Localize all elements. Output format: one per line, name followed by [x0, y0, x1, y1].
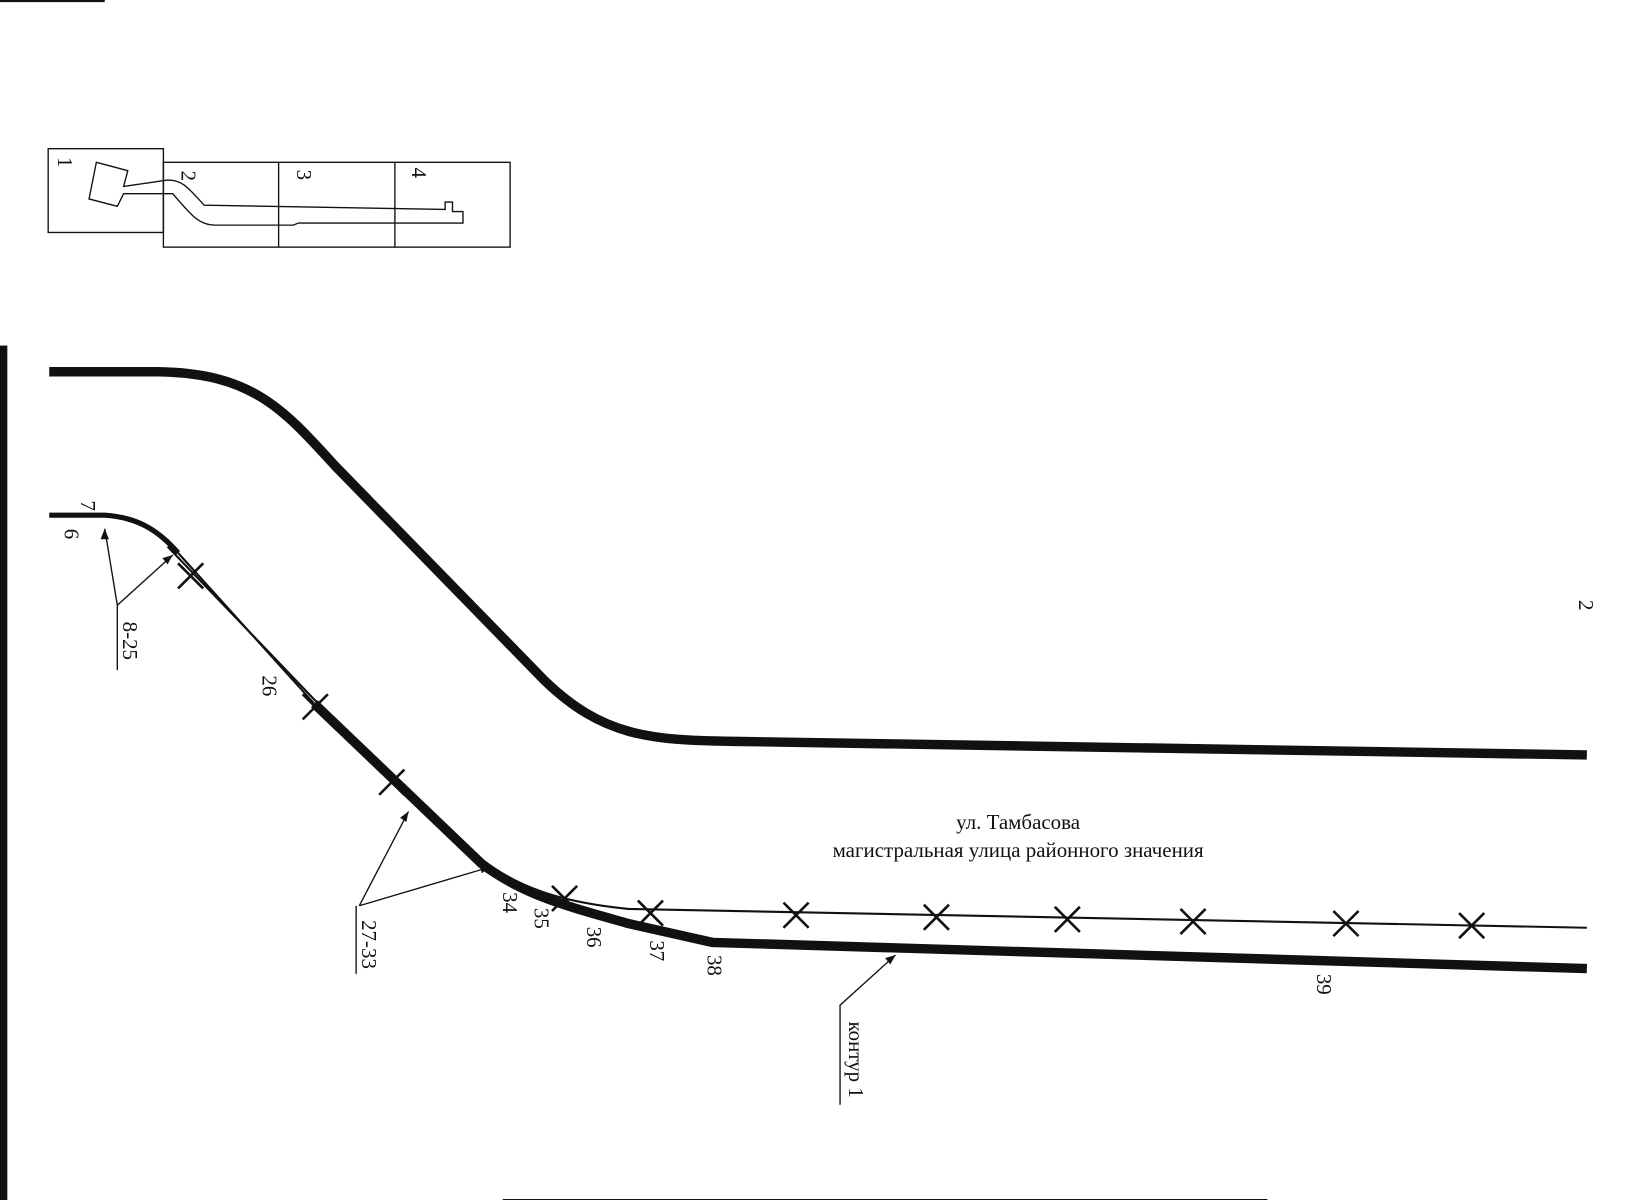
sheet-number: 1 — [53, 157, 77, 167]
point-label: 34 — [498, 892, 522, 913]
sheet-number: 4 — [407, 168, 431, 179]
point-label: 7 — [76, 501, 100, 511]
leader — [839, 954, 897, 1105]
point-label: 38 — [702, 955, 726, 976]
inset-map: 1 2 3 4 — [47, 148, 511, 248]
frame-edge — [0, 345, 8, 1200]
street-description: магистральная улица районного значения — [833, 838, 1204, 862]
contour-boundary — [49, 512, 181, 555]
fence-marks — [177, 562, 1486, 940]
point-label: 6 — [59, 529, 83, 539]
point-label: 26 — [257, 675, 281, 696]
road-boundary — [49, 367, 1587, 760]
point-label: 36 — [582, 927, 606, 948]
inset-outline — [88, 161, 464, 226]
page-number: 2 — [1574, 600, 1598, 610]
point-label: 35 — [530, 908, 554, 929]
point-label: 8-25 — [118, 622, 142, 660]
leader — [355, 811, 491, 974]
leader — [104, 528, 174, 671]
sheet-number: 3 — [292, 170, 316, 180]
point-label: 39 — [1312, 974, 1336, 995]
sheet-number: 2 — [177, 171, 201, 181]
contour-label: контур 1 — [844, 1022, 868, 1098]
street-name: ул. Тамбасова — [956, 810, 1080, 834]
point-label: 27-33 — [357, 920, 381, 969]
contour-boundary — [310, 700, 1588, 974]
point-label: 37 — [645, 940, 669, 961]
fence-line — [166, 545, 1587, 929]
cross — [177, 562, 1486, 940]
inset-sheet — [162, 161, 511, 248]
